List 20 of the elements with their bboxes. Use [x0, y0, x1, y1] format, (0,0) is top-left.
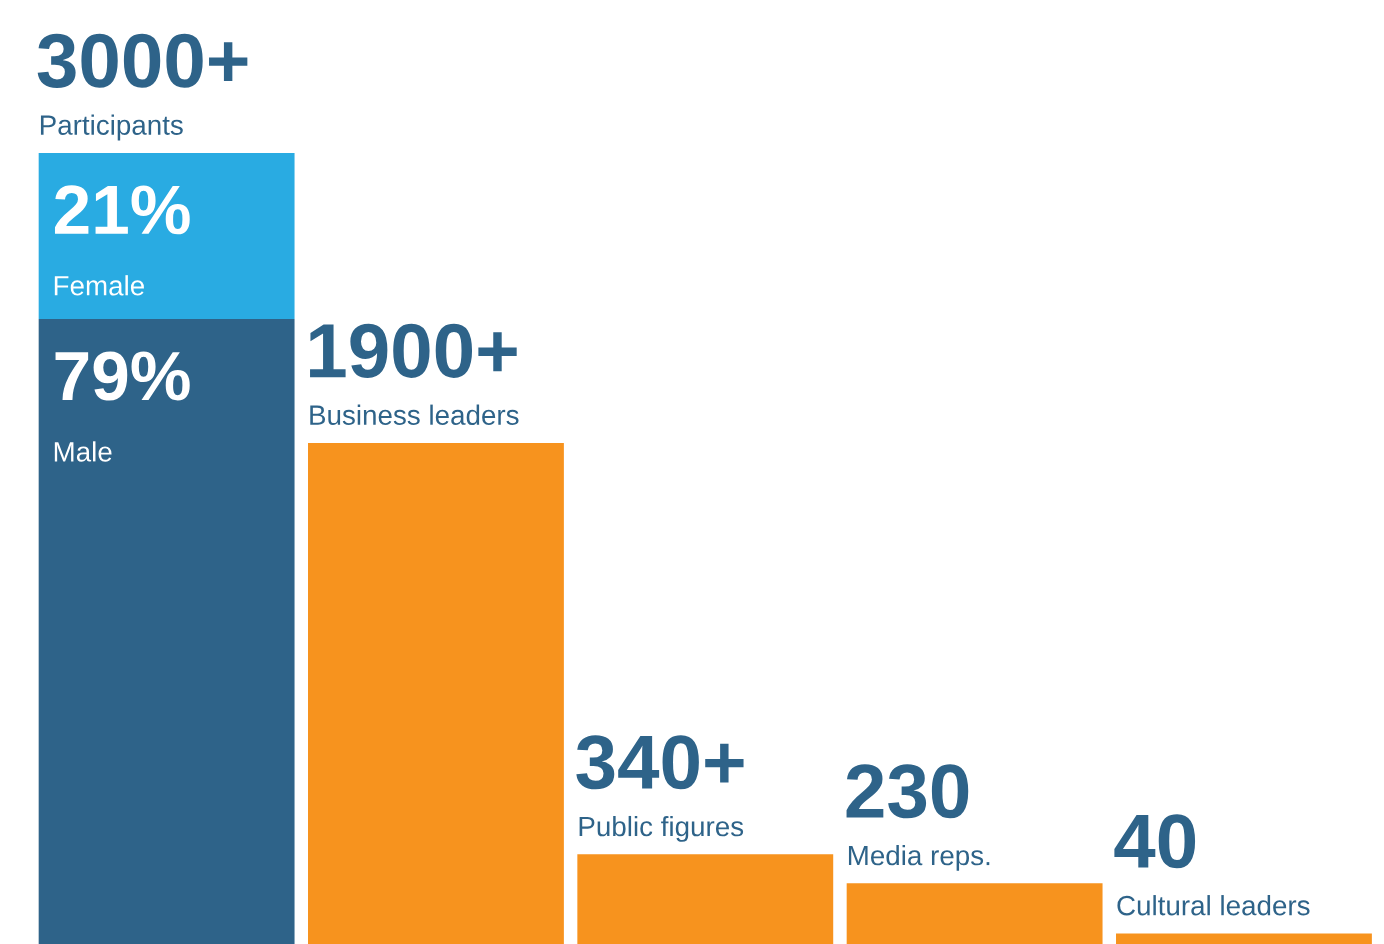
x-tick-label: Media reps. [848, 844, 990, 871]
x-tick-label: Participants [40, 114, 183, 141]
data-label: 40 [1114, 814, 1196, 869]
x-tick-label: Business leaders [310, 404, 519, 425]
series-label: Female [54, 275, 144, 296]
bar [846, 883, 1103, 944]
x-tick-label: Cultural leaders [1117, 895, 1310, 916]
data-label: 230 [846, 764, 969, 819]
bar [577, 854, 834, 944]
bar [308, 442, 564, 944]
data-label: 1900+ [310, 323, 517, 378]
bar [38, 319, 295, 944]
annotation: 21% [54, 185, 190, 235]
bar [38, 152, 295, 320]
total-label: 3000+ [37, 33, 248, 88]
series-label: Male [54, 441, 112, 462]
x-tick-label: Public figures [579, 815, 744, 842]
bar [1116, 933, 1372, 944]
annotation: 79% [55, 351, 190, 401]
data-label: 340+ [576, 735, 744, 790]
